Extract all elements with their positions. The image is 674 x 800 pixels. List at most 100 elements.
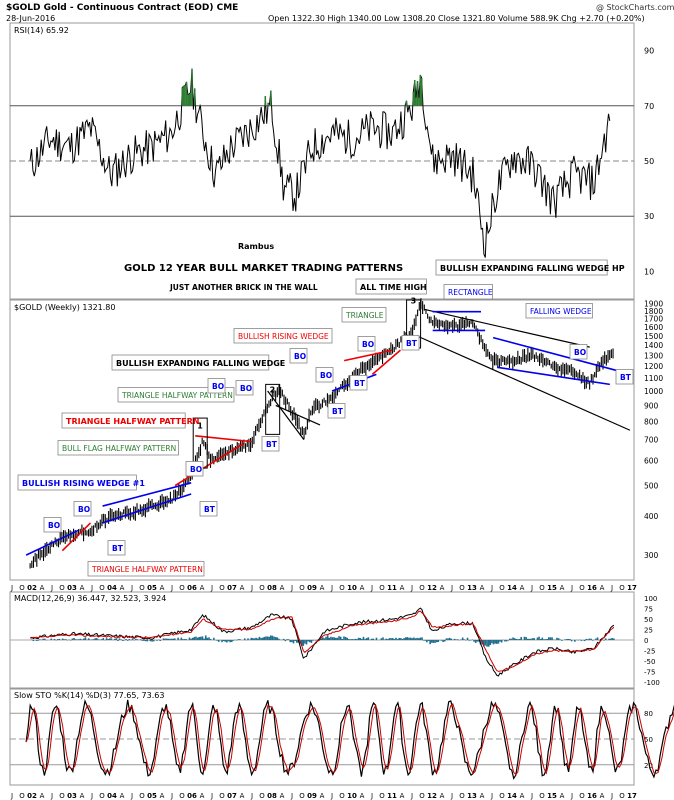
annotation-box xyxy=(289,348,308,364)
price-x-tick-label: O xyxy=(459,584,465,592)
annotation-label: TRIANGLE HALFWAY PATTERN xyxy=(91,565,203,574)
sto-x-tick-label: O xyxy=(619,792,625,800)
annotation-label: BULLISH RISING WEDGE xyxy=(238,332,329,341)
price-tick-label: 900 xyxy=(644,401,659,410)
annotation-box xyxy=(57,440,179,456)
sto-x-tick-label: O xyxy=(179,792,185,800)
trendline xyxy=(371,349,402,375)
sto-x-tick-label: A xyxy=(400,792,405,800)
macd-tick-label: 50 xyxy=(644,616,653,624)
symbol-title: $GOLD Gold - Continuous Contract (EOD) C… xyxy=(6,3,238,13)
figure-subtitle: JUST ANOTHER BRICK IN THE WALL xyxy=(169,283,318,292)
price-x-tick-label: J xyxy=(610,584,613,592)
pattern-number: 1 xyxy=(197,421,203,430)
price-tick-label: 300 xyxy=(644,551,659,560)
price-x-tick-label: 06 xyxy=(187,584,197,592)
annotation-box xyxy=(17,474,137,491)
price-x-tick-label: J xyxy=(90,584,93,592)
pattern-number: 3 xyxy=(411,297,417,306)
annotation-label: BO xyxy=(294,352,306,361)
rsi-tick-label: 30 xyxy=(644,212,654,221)
sto-x-tick-label: O xyxy=(139,792,145,800)
annotation-label: BO xyxy=(48,521,60,530)
annotation-label: BT xyxy=(266,440,278,449)
annotation-box xyxy=(117,387,235,403)
price-x-tick-label: A xyxy=(480,584,485,592)
price-tick-label: 1100 xyxy=(644,374,663,383)
price-tick-label: 700 xyxy=(644,436,659,445)
price-x-tick-label: 05 xyxy=(147,584,157,592)
price-x-tick-label: O xyxy=(379,584,385,592)
sto-x-tick-label: J xyxy=(370,792,373,800)
price-tick-label: 1000 xyxy=(644,387,663,396)
price-x-tick-label: A xyxy=(440,584,445,592)
price-x-tick-label: O xyxy=(499,584,505,592)
sto-x-tick-label: A xyxy=(520,792,525,800)
price-x-tick-label: J xyxy=(490,584,493,592)
price-x-tick-label: J xyxy=(290,584,293,592)
sto-x-tick-label: 10 xyxy=(347,792,357,800)
sto-panel xyxy=(9,688,635,786)
annotation-box xyxy=(327,403,346,419)
sto-x-tick-label: O xyxy=(579,792,585,800)
annotation-label: BT xyxy=(620,373,632,382)
price-x-tick-label: O xyxy=(619,584,625,592)
annotation-label: BO xyxy=(212,382,224,391)
macd-signal-line xyxy=(30,610,615,672)
sto-x-tick-label: 09 xyxy=(307,792,317,800)
trendline xyxy=(416,335,631,431)
price-tick-label: 1700 xyxy=(644,315,663,324)
price-x-tick-label: 12 xyxy=(427,584,437,592)
pattern-frame xyxy=(265,383,281,435)
sto-x-tick-label: A xyxy=(120,792,125,800)
price-x-tick-label: O xyxy=(219,584,225,592)
rsi-tick-label: 50 xyxy=(644,157,654,166)
price-tick-label: 500 xyxy=(644,482,659,491)
annotation-box xyxy=(111,354,270,371)
sto-x-tick-label: A xyxy=(280,792,285,800)
annotation-label: BT xyxy=(112,544,124,553)
price-x-tick-label: O xyxy=(419,584,425,592)
rsi-series-line xyxy=(29,68,611,258)
annotation-label: BT xyxy=(354,379,366,388)
macd-title: MACD(12,26,9) 36.447, 32.523, 3.924 xyxy=(14,594,166,603)
sto-x-tick-label: J xyxy=(210,792,213,800)
macd-tick-label: 100 xyxy=(644,595,657,603)
sto-x-tick-label: A xyxy=(320,792,325,800)
sto-x-tick-label: O xyxy=(459,792,465,800)
sto-x-tick-label: J xyxy=(130,792,133,800)
sto-x-tick-label: A xyxy=(360,792,365,800)
price-x-tick-label: O xyxy=(179,584,185,592)
price-x-tick-label: J xyxy=(530,584,533,592)
macd-tick-label: 0 xyxy=(644,637,648,645)
price-x-tick-label: O xyxy=(339,584,345,592)
price-tick-label: 1300 xyxy=(644,351,663,360)
annotation-label: BULLISH RISING WEDGE #1 xyxy=(22,479,145,488)
annotation-box xyxy=(185,461,204,477)
price-x-tick-label: O xyxy=(19,584,25,592)
price-x-tick-label: J xyxy=(210,584,213,592)
sto-x-tick-label: J xyxy=(170,792,173,800)
sto-d-line xyxy=(25,703,674,776)
annotation-label: ALL TIME HIGH xyxy=(360,283,427,292)
annotation-box xyxy=(107,540,126,556)
price-x-tick-label: J xyxy=(410,584,413,592)
price-x-tick-label: J xyxy=(250,584,253,592)
price-tick-label: 800 xyxy=(644,417,659,426)
price-tick-label: 1800 xyxy=(644,307,663,316)
sto-x-tick-label: O xyxy=(259,792,265,800)
price-x-tick-label: A xyxy=(80,584,85,592)
sto-tick-label: 50 xyxy=(644,736,653,744)
sto-x-tick-label: J xyxy=(490,792,493,800)
sto-x-tick-label: J xyxy=(610,792,613,800)
sto-x-tick-label: J xyxy=(530,792,533,800)
price-x-tick-label: J xyxy=(50,584,53,592)
trendline xyxy=(492,336,619,372)
sto-x-tick-label: 12 xyxy=(427,792,437,800)
annotation-label: BT xyxy=(406,339,418,348)
price-x-tick-label: 04 xyxy=(107,584,117,592)
annotation-label: BULLISH EXPANDING FALLING WEDGE HP xyxy=(440,264,625,273)
sto-x-tick-label: J xyxy=(290,792,293,800)
annotation-label: BO xyxy=(362,340,374,349)
